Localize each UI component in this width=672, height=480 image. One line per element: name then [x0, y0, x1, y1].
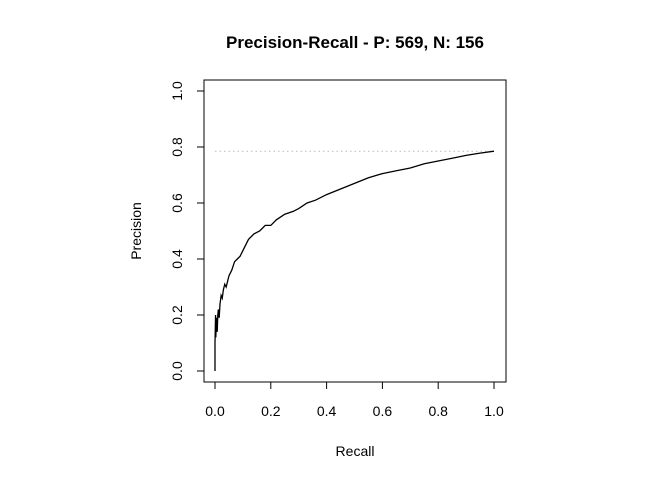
- y-tick-label: 0.8: [169, 137, 185, 157]
- y-tick-label: 1.0: [169, 81, 185, 101]
- y-axis: 0.0 0.2 0.4 0.6 0.8 1.0: [169, 81, 205, 381]
- y-tick-label: 0.4: [169, 249, 185, 269]
- x-tick-label: 0.8: [428, 403, 448, 419]
- pr-curve-line: [214, 150, 495, 371]
- y-axis-label: Precision: [128, 202, 144, 260]
- x-tick-label: 0.6: [373, 403, 393, 419]
- x-tick-label: 0.4: [317, 403, 337, 419]
- y-tick-label: 0.0: [169, 361, 185, 381]
- y-tick-label: 0.2: [169, 305, 185, 325]
- x-axis: 0.0 0.2 0.4 0.6 0.8 1.0: [205, 381, 504, 419]
- x-tick-label: 0.2: [261, 403, 281, 419]
- x-tick-label: 0.0: [205, 403, 225, 419]
- x-tick-label: 1.0: [484, 403, 504, 419]
- chart-title: Precision-Recall - P: 569, N: 156: [226, 33, 484, 52]
- plot-frame: [203, 79, 507, 383]
- y-tick-label: 0.6: [169, 193, 185, 213]
- x-axis-label: Recall: [336, 443, 375, 459]
